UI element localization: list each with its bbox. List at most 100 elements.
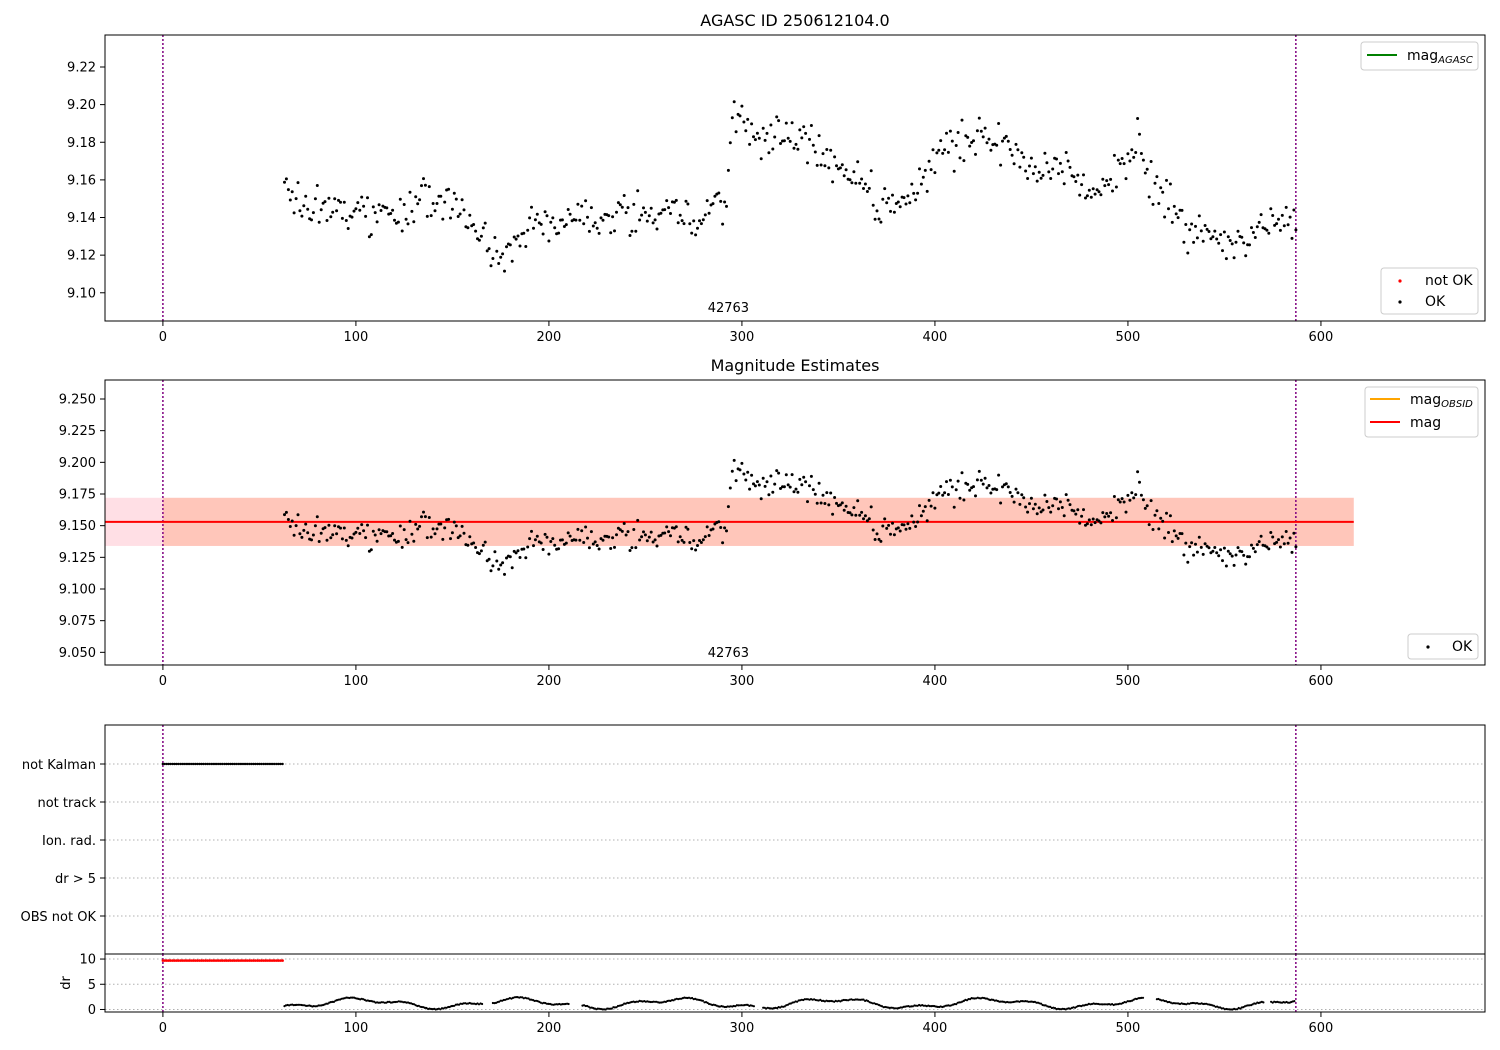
mag-point (391, 532, 395, 535)
mag-point (1228, 552, 1232, 556)
agasc-point (786, 136, 790, 140)
mag-point (1232, 563, 1236, 567)
agasc-point (750, 122, 754, 126)
agasc-point (420, 184, 423, 188)
mag-point (1176, 536, 1180, 540)
mag-point (408, 519, 412, 523)
mag-point (601, 538, 605, 542)
agasc-point (1161, 190, 1165, 194)
mag-point (325, 538, 329, 542)
agasc-point (616, 201, 620, 205)
agasc-x-tick-label: 500 (1116, 330, 1141, 345)
mag-point (811, 488, 815, 492)
mag-point (304, 522, 308, 526)
legend-mag-ok-marker (1426, 645, 1430, 649)
dr-saturated-point (190, 959, 194, 962)
mag-point (1240, 550, 1244, 554)
mag-point (315, 515, 319, 519)
mag-point (721, 541, 725, 545)
agasc-point (1234, 240, 1238, 244)
dr-point (894, 1007, 898, 1010)
mag-point (1255, 543, 1259, 547)
not-kalman-point (173, 762, 176, 766)
mag-point (931, 491, 935, 495)
agasc-point (1101, 177, 1105, 181)
mag-point (557, 547, 561, 551)
mag-point (823, 502, 827, 505)
agasc-point (821, 152, 825, 156)
agasc-point (1004, 134, 1008, 138)
mag-point (746, 470, 750, 474)
mag-point (591, 542, 595, 546)
agasc-point (497, 262, 501, 265)
mag-point (526, 545, 530, 549)
mag-point (877, 537, 881, 541)
agasc-point (809, 124, 813, 127)
agasc-point (640, 213, 644, 217)
mag-point (495, 559, 499, 563)
mag-point (752, 482, 755, 486)
not-kalman-point (279, 762, 282, 766)
agasc-point (518, 244, 522, 248)
mag-point (748, 487, 752, 491)
agasc-point (626, 206, 630, 210)
mag-point (1043, 493, 1047, 497)
dr-saturated-point (163, 959, 167, 962)
mag-point (1103, 515, 1107, 519)
mag-point (514, 551, 518, 555)
mag-point (852, 506, 856, 510)
mag-point (327, 523, 331, 527)
agasc-point (678, 213, 682, 217)
mag-point (613, 545, 616, 549)
dr-point (1044, 1004, 1047, 1007)
mag-point (954, 488, 958, 492)
mag-point (454, 524, 458, 528)
agasc-point (1055, 157, 1058, 161)
agasc-point (705, 199, 709, 203)
mag-point (987, 484, 991, 487)
agasc-point (858, 181, 862, 185)
agasc-y-tick-label: 9.12 (67, 249, 96, 264)
mag-point (643, 533, 647, 537)
panel-agasc-marks: 42763 0 100 200 300 400 500 600 9.10 9.12 9.14 9.16… (67, 35, 1333, 345)
mag-point (1203, 542, 1207, 546)
dr-saturated-point (211, 959, 215, 962)
dr-point (914, 1004, 918, 1007)
dr-saturated-point (225, 959, 228, 962)
not-kalman-point (225, 762, 228, 766)
mag-point (306, 531, 310, 535)
agasc-point (607, 214, 611, 218)
agasc-point (327, 196, 331, 200)
dr-point (420, 1005, 423, 1009)
mag-y-tick-label: 9.200 (59, 456, 96, 471)
mag-point (1078, 521, 1082, 525)
mag-point (466, 543, 470, 547)
agasc-point (707, 211, 711, 215)
mag-point (1168, 514, 1172, 518)
panel-dr-marks: 0 100 200 300 400 500 600 0 5 10 (79, 953, 1485, 1036)
mag-point (620, 529, 624, 533)
not-kalman-point (262, 762, 265, 766)
mag-point (1211, 549, 1215, 553)
mag-point (1028, 502, 1031, 506)
mag-point (694, 548, 698, 552)
agasc-point (410, 209, 414, 213)
mag-y-tick-label: 9.100 (59, 583, 96, 598)
mag-point (856, 499, 860, 503)
mag-point (939, 485, 943, 488)
agasc-point (703, 213, 707, 217)
dr-point (859, 998, 862, 1001)
mag-point (1184, 541, 1188, 545)
agasc-point (337, 198, 340, 202)
agasc-point (1120, 157, 1124, 160)
agasc-y-tick-label: 9.18 (67, 136, 96, 151)
mag-point (1234, 553, 1238, 557)
dr-saturated-point (236, 959, 240, 962)
agasc-point (611, 215, 615, 219)
mag-point (371, 529, 375, 533)
agasc-point (931, 148, 935, 152)
mag-point (416, 527, 420, 531)
mag-point (779, 487, 782, 490)
mag-point (943, 491, 947, 495)
